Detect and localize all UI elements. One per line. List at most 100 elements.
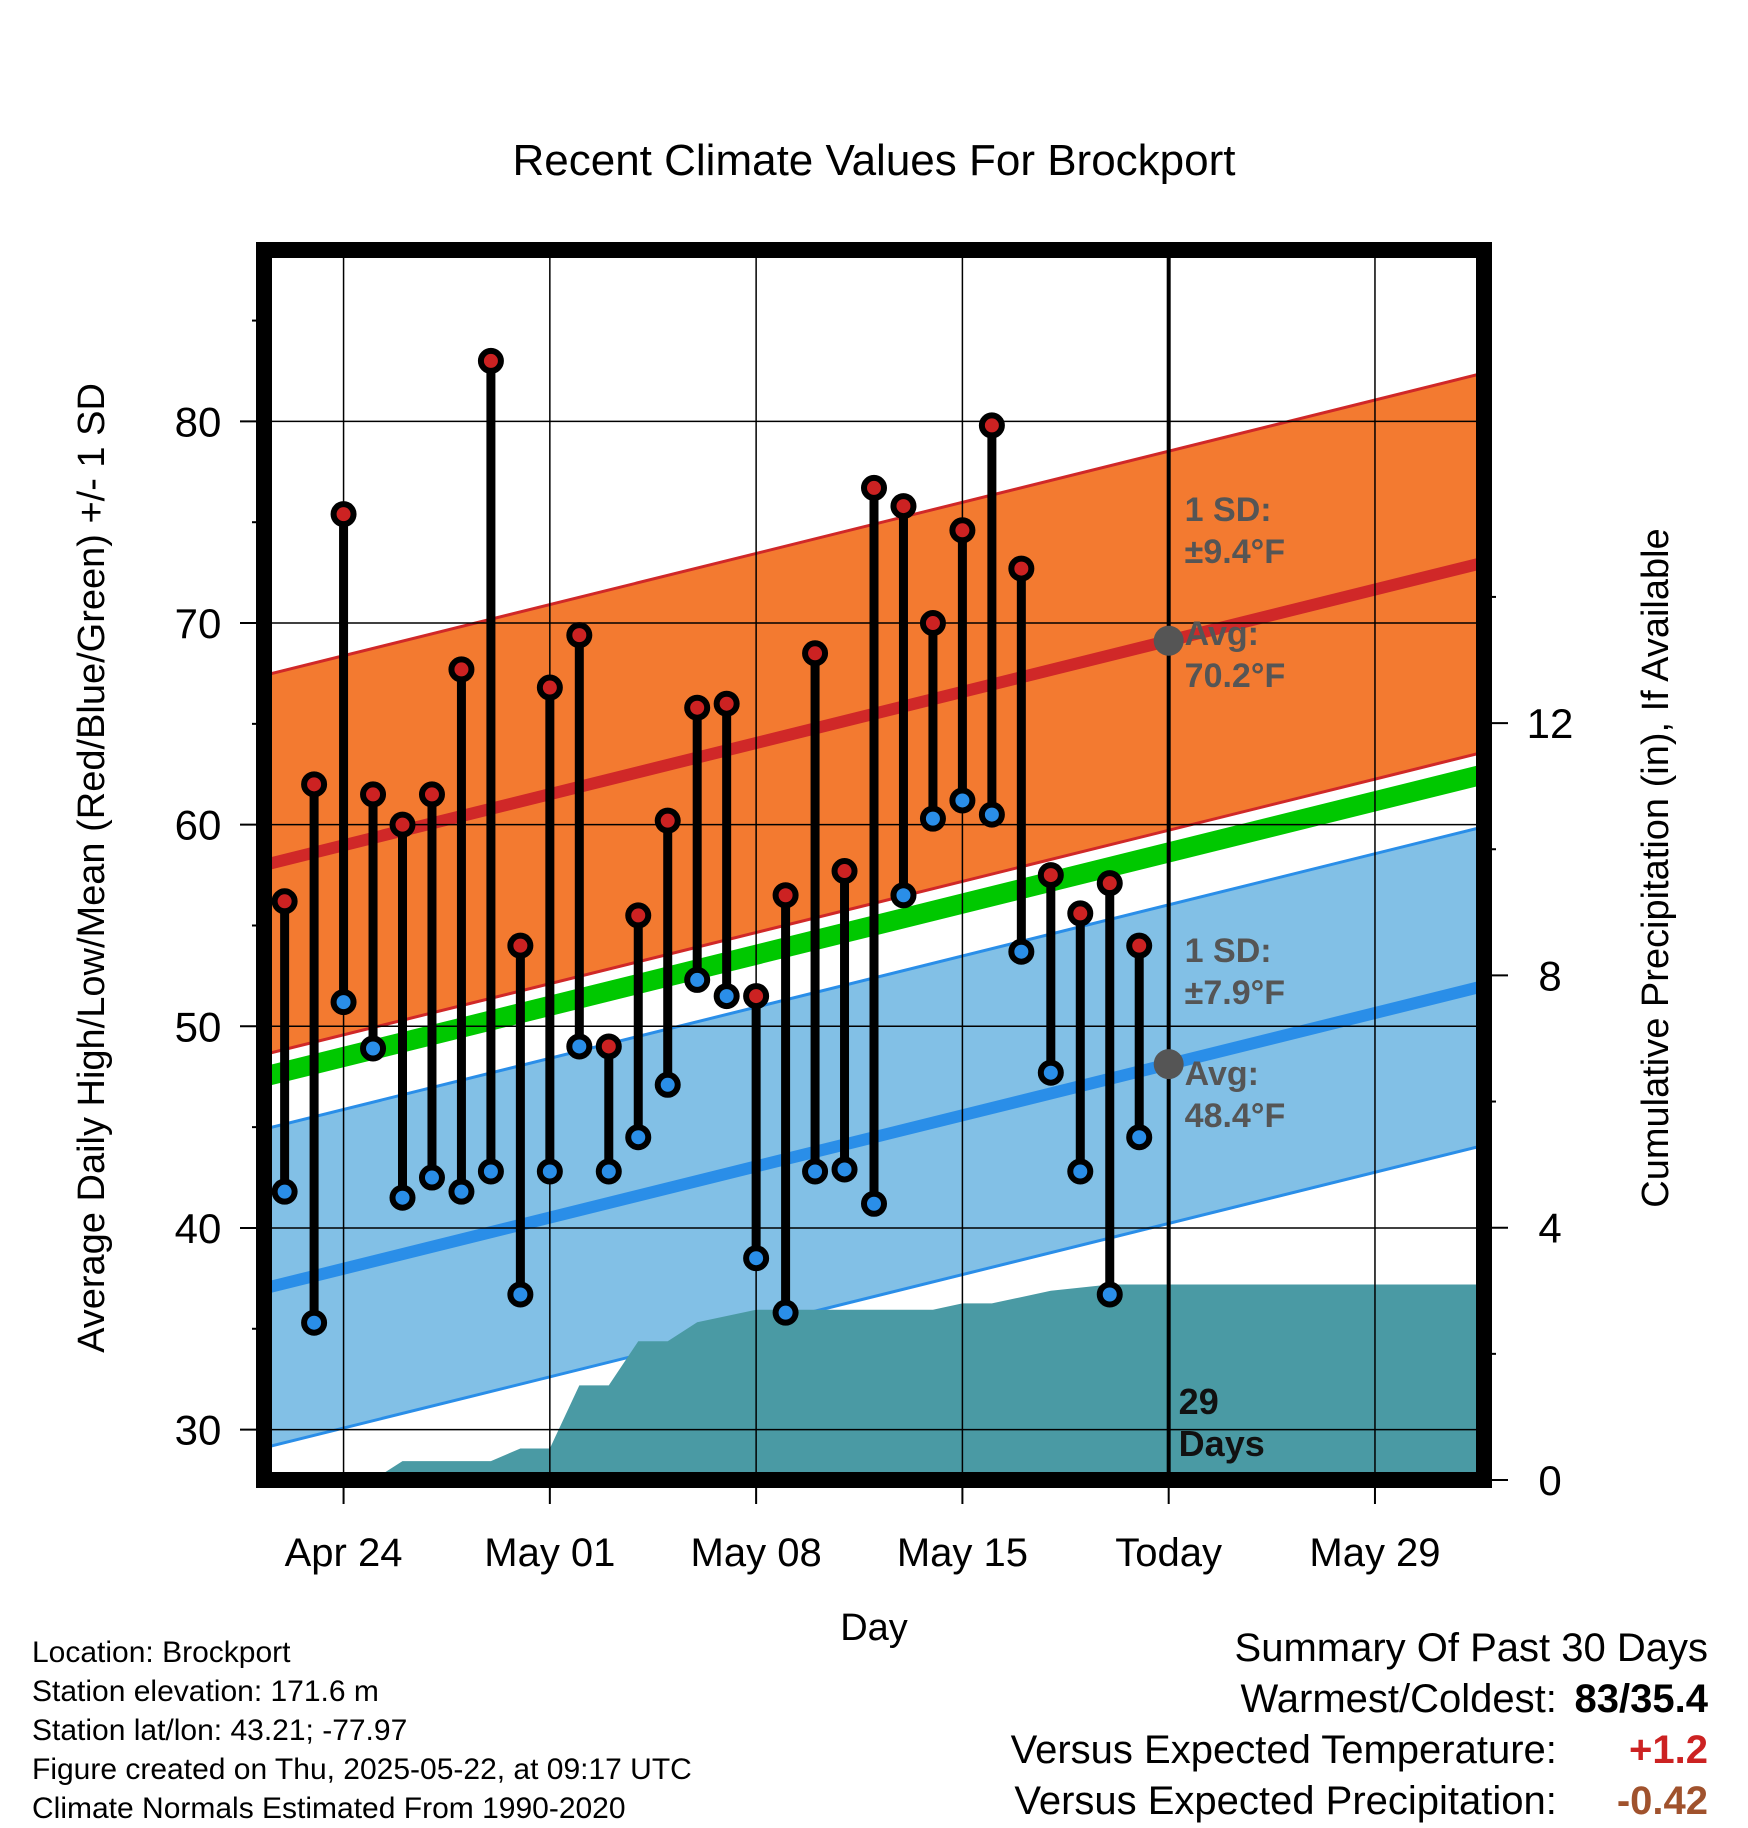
obs-high-point [418, 781, 445, 808]
low-sd-lower-line [264, 1143, 1484, 1450]
plot-content [264, 250, 1484, 1480]
info-created: Figure created on Thu, 2025-05-22, at 09… [32, 1753, 692, 1786]
obs-high-point [772, 882, 799, 909]
obs-high-point [890, 493, 917, 520]
obs-high-point [713, 690, 740, 717]
obs-high-point [802, 640, 829, 667]
obs-low-point [831, 1156, 858, 1183]
summary-warm-cold-value: 83/35.4 [1574, 1677, 1708, 1721]
x-tick-label: Today [1115, 1531, 1222, 1575]
summary-precip-value: -0.42 [1616, 1779, 1708, 1823]
obs-low-point [949, 787, 976, 814]
obs-high-point [949, 517, 976, 544]
high-avg-value: 70.2°F [1185, 657, 1286, 695]
obs-high-point [1037, 862, 1064, 889]
obs-low-point [1067, 1158, 1094, 1185]
obs-low-point [271, 1178, 298, 1205]
obs-high-point [448, 656, 475, 683]
obs-high-point [330, 501, 357, 528]
obs-low-point [743, 1245, 770, 1272]
obs-low-point [919, 805, 946, 832]
obs-low-point [890, 882, 917, 909]
obs-high-point [301, 771, 328, 798]
y2-tick-label: 0 [1538, 1457, 1561, 1504]
obs-low-point [684, 966, 711, 993]
obs-high-point [978, 412, 1005, 439]
y-tick-label: 70 [175, 600, 222, 647]
obs-high-point [743, 983, 770, 1010]
obs-low-point [360, 1035, 387, 1062]
info-elevation: Station elevation: 171.6 m [32, 1675, 379, 1708]
obs-low-point [595, 1158, 622, 1185]
x-tick-label: May 01 [484, 1531, 615, 1575]
low-avg-value: 48.4°F [1185, 1097, 1286, 1135]
obs-high-point [625, 902, 652, 929]
obs-low-point [507, 1281, 534, 1308]
summary-precip-row: Versus Expected Precipitation: -0.42 [1014, 1779, 1708, 1823]
x-tick-label: May 08 [691, 1531, 822, 1575]
obs-high-point [595, 1033, 622, 1060]
high-avg-label: Avg: [1185, 615, 1259, 653]
obs-low-point [713, 983, 740, 1010]
summary-precip-label: Versus Expected Precipitation: [1014, 1779, 1557, 1823]
obs-high-point [831, 858, 858, 885]
y2-tick-label: 8 [1538, 952, 1561, 999]
plot-frame [256, 242, 1492, 1488]
high-sd-value: ±9.4°F [1185, 533, 1285, 571]
obs-high-point [1126, 932, 1153, 959]
obs-low-point [625, 1124, 652, 1151]
obs-high-point [861, 474, 887, 501]
y-tick-label: 50 [175, 1003, 222, 1050]
x-tick-label: Apr 24 [285, 1531, 403, 1575]
obs-low-point [1037, 1059, 1064, 1086]
info-location: Location: Brockport [32, 1636, 291, 1669]
days-count-value: 29 [1179, 1381, 1219, 1422]
x-tick-label: May 29 [1309, 1531, 1440, 1575]
obs-high-point [536, 674, 563, 701]
obs-high-point [654, 807, 681, 834]
x-tick-label: May 15 [897, 1531, 1028, 1575]
obs-low-point [802, 1158, 829, 1185]
obs-high-point [389, 811, 416, 838]
obs-low-point [477, 1158, 504, 1185]
chart-title: Recent Climate Values For Brockport [512, 136, 1235, 185]
summary-temp-value: +1.2 [1629, 1728, 1708, 1772]
y-axis-label: Average Daily High/Low/Mean (Red/Blue/Gr… [71, 383, 113, 1353]
info-normals: Climate Normals Estimated From 1990-2020 [32, 1792, 626, 1825]
obs-low-point [389, 1184, 416, 1211]
summary-warm-cold-label: Warmest/Coldest: [1240, 1677, 1557, 1721]
obs-high-point [360, 781, 387, 808]
y2-axis-label: Cumulative Precipitation (in), If Availa… [1635, 528, 1677, 1207]
today-high-normal-marker [1153, 625, 1184, 656]
obs-high-point [566, 622, 593, 649]
summary-warm-cold-row: Warmest/Coldest: 83/35.4 [1241, 1677, 1709, 1721]
obs-low-point [861, 1190, 887, 1217]
low-sd-label: 1 SD: [1185, 932, 1272, 970]
summary-title: Summary Of Past 30 Days [1234, 1626, 1708, 1670]
summary-temp-row: Versus Expected Temperature: +1.2 [1011, 1728, 1708, 1772]
precip-area [284, 1284, 1484, 1480]
days-count-label: Days [1179, 1423, 1265, 1464]
info-latlon: Station lat/lon: 43.21; -77.97 [32, 1714, 408, 1747]
low-sd-value: ±7.9°F [1185, 974, 1285, 1012]
plot-area: 1 SD: ±9.4°F Avg: 70.2°F 1 SD: ±7.9°F Avg: 48.4… [175, 242, 1574, 1575]
obs-low-point [654, 1071, 681, 1098]
obs-low-point [566, 1033, 593, 1060]
today-low-normal-marker [1153, 1049, 1184, 1080]
summary-temp-label: Versus Expected Temperature: [1010, 1728, 1557, 1772]
obs-high-point [271, 888, 298, 915]
obs-low-point [978, 801, 1005, 828]
obs-high-point [477, 347, 504, 374]
x-axis-label: Day [840, 1607, 908, 1649]
obs-low-point [330, 989, 357, 1016]
y2-tick-label: 12 [1527, 700, 1574, 747]
y-tick-label: 40 [175, 1205, 222, 1252]
obs-high-point [1067, 900, 1094, 927]
obs-low-point [772, 1299, 799, 1326]
obs-high-point [1008, 555, 1035, 582]
y-tick-label: 80 [175, 398, 222, 445]
high-sd-label: 1 SD: [1185, 491, 1272, 529]
y-tick-label: 30 [175, 1407, 222, 1454]
obs-low-point [1008, 938, 1035, 965]
